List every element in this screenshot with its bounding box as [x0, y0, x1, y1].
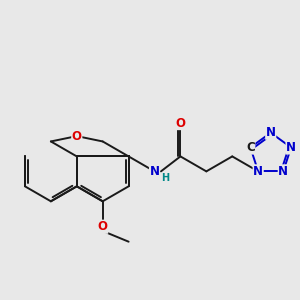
- Text: C: C: [246, 141, 255, 154]
- Text: N: N: [149, 165, 160, 178]
- Text: N: N: [266, 126, 276, 139]
- Text: O: O: [176, 117, 185, 130]
- Text: H: H: [161, 173, 169, 183]
- Text: O: O: [98, 220, 108, 233]
- Text: N: N: [278, 165, 288, 178]
- Text: N: N: [286, 141, 296, 154]
- Text: N: N: [253, 165, 263, 178]
- Text: O: O: [72, 130, 82, 142]
